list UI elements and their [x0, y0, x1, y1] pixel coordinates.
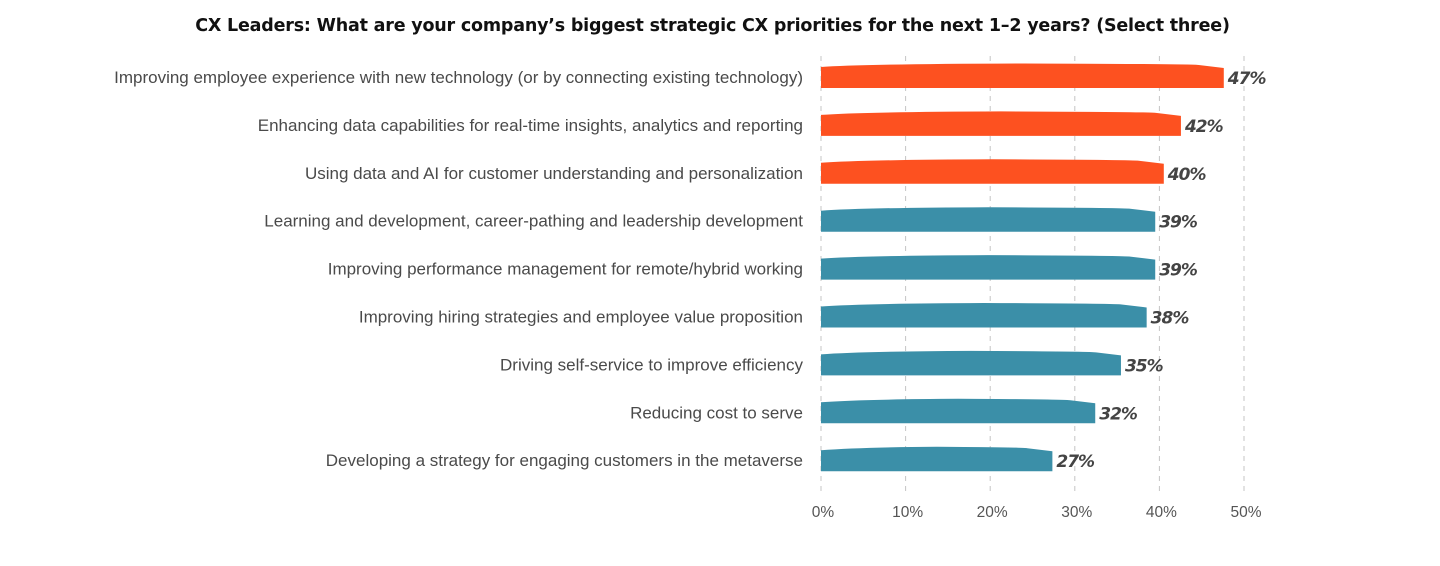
category-label: Improving hiring strategies and employee… — [359, 308, 803, 327]
category-label: Improving performance management for rem… — [328, 260, 803, 279]
chart-title: CX Leaders: What are your company’s bigg… — [195, 16, 1230, 36]
x-tick-label: 50% — [1230, 504, 1261, 521]
data-label: 38% — [1151, 309, 1190, 329]
category-label: Learning and development, career-pathing… — [264, 212, 803, 231]
bar — [821, 255, 1156, 280]
data-label: 27% — [1056, 452, 1095, 472]
x-tick-label: 40% — [1146, 504, 1177, 521]
data-label: 47% — [1227, 69, 1267, 89]
data-label: 32% — [1099, 404, 1138, 424]
category-label: Reducing cost to serve — [630, 403, 803, 422]
category-label: Enhancing data capabilities for real-tim… — [258, 116, 803, 135]
x-tick-label: 20% — [977, 504, 1008, 521]
category-label: Driving self-service to improve efficien… — [500, 355, 803, 374]
data-label: 40% — [1167, 165, 1207, 185]
bar — [821, 350, 1121, 376]
category-label: Using data and AI for customer understan… — [305, 164, 803, 183]
bar — [821, 207, 1156, 232]
bar — [821, 159, 1164, 184]
bar — [821, 111, 1181, 136]
data-label: 42% — [1184, 117, 1224, 137]
category-label: Developing a strategy for engaging custo… — [326, 451, 803, 470]
x-tick-label: 30% — [1061, 504, 1092, 521]
category-label: Improving employee experience with new t… — [114, 68, 803, 87]
bar — [821, 63, 1224, 88]
bar — [821, 303, 1147, 328]
x-tick-label: 10% — [892, 504, 923, 521]
data-label: 35% — [1125, 356, 1164, 376]
data-label: 39% — [1159, 261, 1198, 281]
data-label: 39% — [1159, 213, 1198, 233]
x-tick-label: 0% — [812, 504, 835, 521]
bar — [821, 398, 1096, 424]
bar — [821, 446, 1053, 472]
